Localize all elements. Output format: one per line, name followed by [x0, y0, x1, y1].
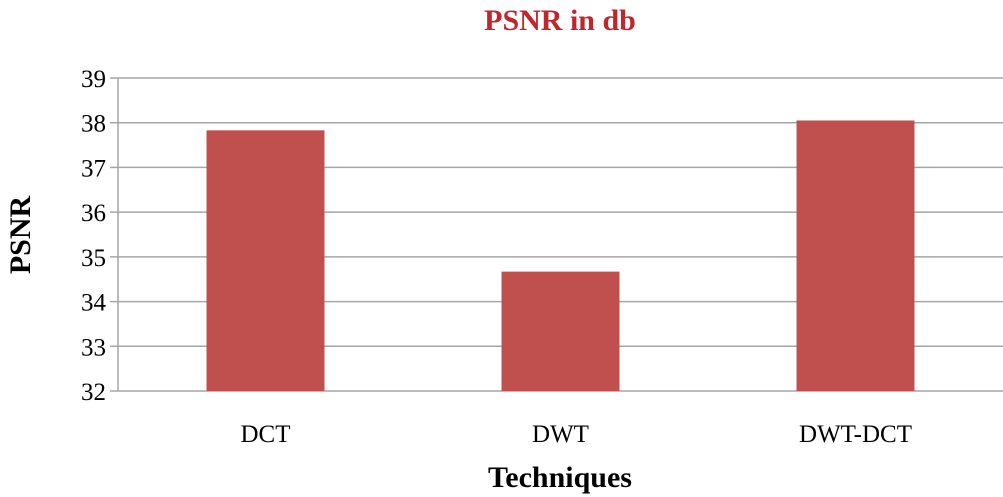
y-tick-label: 33 — [81, 334, 106, 361]
x-tick-label: DWT — [532, 421, 589, 448]
y-tick-labels: 32 33 34 35 36 37 38 39 — [81, 66, 107, 406]
x-axis-title: Techniques — [488, 461, 632, 494]
x-tick-label: DWT-DCT — [799, 421, 912, 448]
bars — [206, 120, 915, 391]
bar-dct — [206, 130, 325, 391]
y-axis-title: PSNR — [4, 195, 37, 274]
y-tick-label: 34 — [81, 290, 107, 317]
y-tick-label: 32 — [81, 379, 106, 406]
chart-title: PSNR in db — [484, 4, 636, 37]
x-tick-label: DCT — [241, 421, 291, 448]
bar-dwt — [501, 271, 620, 391]
y-tick-label: 36 — [81, 200, 106, 227]
x-tick-labels: DCT DWT DWT-DCT — [241, 421, 912, 448]
y-tick-label: 39 — [81, 66, 106, 93]
bar-dwt-dct — [796, 120, 915, 391]
y-tick-label: 37 — [81, 155, 106, 182]
y-tick-label: 35 — [81, 245, 106, 272]
axes — [110, 77, 119, 392]
y-tick-label: 38 — [81, 111, 106, 138]
